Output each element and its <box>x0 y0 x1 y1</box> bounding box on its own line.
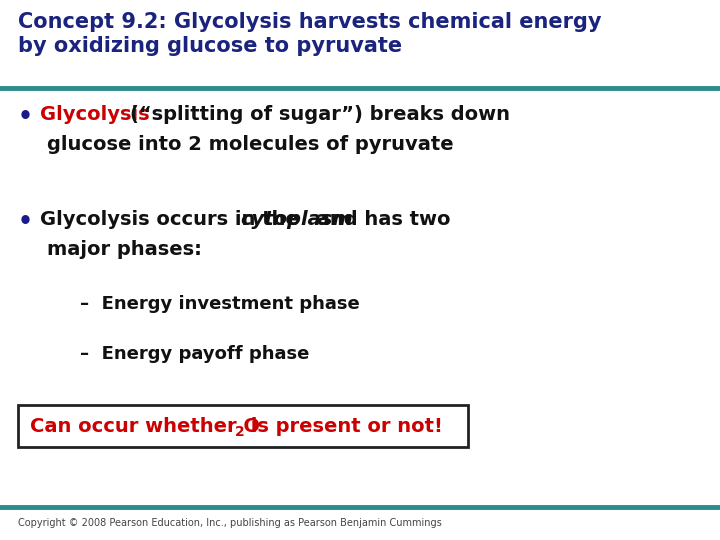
Text: –  Energy payoff phase: – Energy payoff phase <box>80 345 310 363</box>
Text: –  Energy investment phase: – Energy investment phase <box>80 295 360 313</box>
Text: Glycolysis occurs in the: Glycolysis occurs in the <box>40 210 305 229</box>
Text: Concept 9.2: Glycolysis harvests chemical energy
by oxidizing glucose to pyruvat: Concept 9.2: Glycolysis harvests chemica… <box>18 12 601 56</box>
Text: and has two: and has two <box>310 210 451 229</box>
Text: cytoplasm: cytoplasm <box>240 210 353 229</box>
Text: Glycolysis: Glycolysis <box>40 105 150 124</box>
Text: •: • <box>18 105 33 129</box>
Text: Can occur whether O: Can occur whether O <box>30 416 260 435</box>
Text: glucose into 2 molecules of pyruvate: glucose into 2 molecules of pyruvate <box>47 135 454 154</box>
Text: (“splitting of sugar”) breaks down: (“splitting of sugar”) breaks down <box>130 105 510 124</box>
Text: 2: 2 <box>235 425 245 439</box>
Text: major phases:: major phases: <box>47 240 202 259</box>
Text: is present or not!: is present or not! <box>244 416 443 435</box>
Text: Copyright © 2008 Pearson Education, Inc., publishing as Pearson Benjamin Cumming: Copyright © 2008 Pearson Education, Inc.… <box>18 518 442 528</box>
Text: •: • <box>18 210 33 234</box>
